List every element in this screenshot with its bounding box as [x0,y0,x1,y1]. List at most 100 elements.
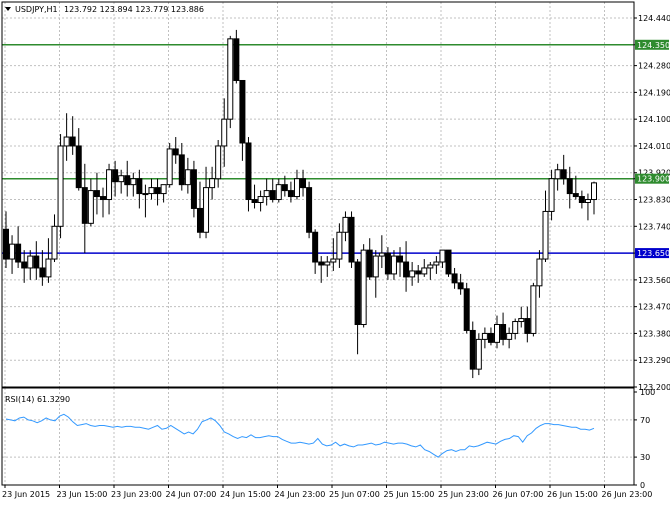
candle-bearish [124,175,131,186]
chart-header: USDJPY,H1 123.792 123.894 123.779 123.88… [5,5,204,404]
candle-bullish [142,193,149,196]
rsi-panel-frame [1,387,635,486]
price-tick-label: 123.290 [638,356,670,365]
candle-bearish [318,261,325,266]
candle-bullish [433,261,440,266]
candle-bullish [118,175,125,183]
candle-bearish [15,243,22,263]
candle-bearish [445,249,452,275]
candle-bullish [130,178,137,186]
candle-bullish [360,249,367,326]
candle-bearish [69,136,76,147]
price-tick-label: 123.830 [638,196,670,205]
candle-bullish [51,225,58,260]
candle-bearish [487,332,494,343]
candlesticks [3,29,597,379]
candle-bullish [263,190,270,198]
candle-bullish [9,243,16,260]
candle-bullish [409,270,416,278]
candle-bearish [3,228,9,260]
level-price-label: 123.650 [637,249,670,258]
level-price-badge [635,173,669,184]
time-tick-label: 24 Jun 23:00 [275,490,326,499]
candle-bearish [403,261,410,278]
price-tick-label: 123.560 [638,276,670,285]
chart-grid [2,2,634,485]
level-price-label: 123.900 [637,175,670,184]
candle-bullish [203,187,210,233]
time-tick-label: 25 Jun 15:00 [384,490,435,499]
level-price-badge [635,39,669,50]
candle-bearish [451,273,458,284]
candle-bearish [348,216,355,263]
rsi-tick-label: 0 [640,481,645,490]
candle-bullish [166,148,173,186]
candle-bearish [39,267,46,278]
price-tick-label: 123.920 [638,169,670,178]
candle-bearish [300,178,307,189]
candle-bullish [372,255,379,278]
candle-bearish [81,187,88,224]
time-tick-label: 23 Jun 2015 [2,490,50,499]
candle-bearish [99,196,106,201]
candle-bullish [336,231,343,260]
candle-bearish [566,178,573,195]
candle-bearish [75,145,82,189]
rsi-tick-label: 100 [640,388,655,397]
candle-bearish [21,261,28,269]
candle-bullish [257,196,264,203]
candle-bullish [494,324,501,343]
candle-bullish [57,145,64,227]
time-tick-label: 23 Jun 15:00 [57,490,108,499]
price-tick-label: 123.470 [638,303,670,312]
candle-bullish [209,178,216,189]
candle-bearish [190,169,197,209]
candle-bullish [475,338,482,370]
candle-bullish [421,267,428,275]
candle-bullish [221,118,228,147]
rsi-line [5,413,595,458]
symbol-menu-icon[interactable] [5,7,11,11]
candle-bullish [542,210,549,260]
candle-bearish [112,169,119,183]
ohlc-values: 123.792 123.894 123.779 123.886 [64,5,204,14]
candle-bearish [354,261,361,326]
candle-bearish [233,38,240,81]
price-tick-label: 123.380 [638,329,670,338]
time-tick-label: 23 Jun 23:00 [111,490,162,499]
candle-bullish [63,136,70,147]
candle-bullish [148,187,155,195]
candle-bullish [342,216,349,233]
candle-bullish [215,145,222,180]
rsi-tick-label: 70 [640,416,650,425]
candle-bearish [136,178,143,195]
candle-bearish [251,199,258,204]
price-levels [2,44,634,254]
candle-bullish [106,169,113,201]
candle-bearish [93,190,100,198]
candle-bullish [584,199,591,204]
candle-bullish [227,38,234,120]
time-tick-label: 25 Jun 23:00 [438,490,489,499]
candle-bullish [554,169,561,180]
candle-bullish [481,332,488,340]
time-tick-label: 25 Jun 07:00 [329,490,380,499]
candle-bullish [87,190,94,224]
candle-bearish [469,329,476,370]
symbol-ohlc-label: USDJPY,H1 [15,5,58,14]
price-tick-label: 123.740 [638,222,670,231]
candle-bearish [287,190,294,198]
time-tick-label: 24 Jun 15:00 [220,490,271,499]
candle-bearish [572,193,579,198]
candle-bearish [33,255,40,269]
candle-bearish [500,324,507,340]
candle-bearish [196,207,203,233]
price-tick-label: 124.190 [638,88,670,97]
price-tick-label: 124.280 [638,62,670,71]
candle-bullish [324,261,331,266]
time-tick-label: 24 Jun 07:00 [166,490,217,499]
candle-bullish [160,184,167,195]
